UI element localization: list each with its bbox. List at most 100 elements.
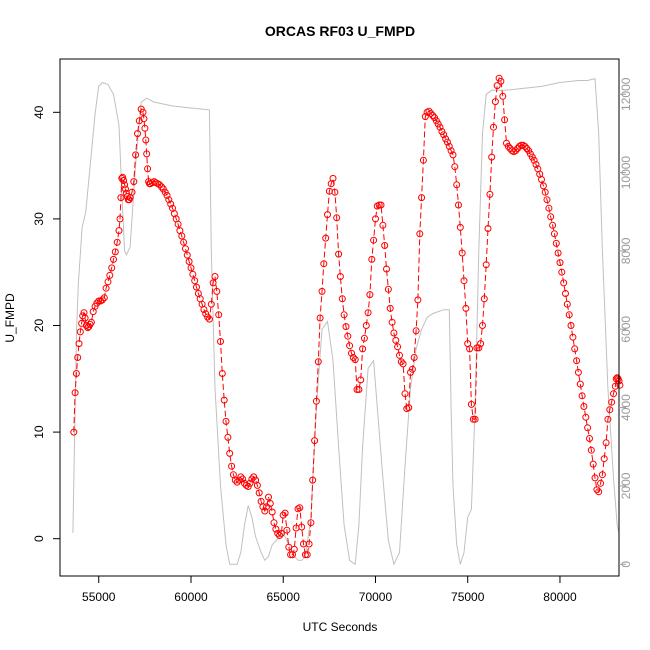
data-point [139,108,147,116]
data-point [480,295,488,303]
data-point [427,109,435,117]
x-tick-label: 55000 [82,590,116,604]
data-point [296,504,304,512]
data-point [582,413,590,421]
data-point [455,201,462,209]
data-point [377,201,385,209]
data-point [348,349,355,357]
data-point [95,297,103,305]
data-point [209,279,217,287]
data-point [211,273,219,280]
data-point [611,382,619,390]
data-point [281,509,289,517]
y-axis-left: 0 10 20 30 40 [32,105,60,542]
data-point [336,273,344,280]
data-point [554,249,562,257]
data-point [597,479,605,487]
data-point [220,396,228,404]
data-point [237,473,245,481]
data-point [453,181,461,189]
data-point [549,221,557,229]
data-point [246,479,254,487]
data-point [512,147,520,155]
data-point [491,98,499,106]
data-point [134,130,141,138]
data-point [128,188,136,196]
data-point [180,238,188,246]
data-point [121,181,129,189]
data-point [586,435,593,442]
data-point [329,174,337,182]
data-point [231,476,239,484]
data-point [552,239,560,247]
x-tick-label: 80000 [543,590,577,604]
data-point [140,115,148,123]
data-point [462,304,470,312]
data-point [595,488,603,496]
x-axis: 55000 60000 65000 70000 75000 80000 [82,576,577,604]
data-point [532,161,540,168]
data-point [71,389,79,397]
data-point [183,251,191,259]
data-point [445,142,453,150]
data-point [80,309,88,317]
data-point [565,311,573,319]
data-point [419,156,427,164]
y2-tick-label: 8000 [619,237,633,264]
secondary-series-line [72,77,620,566]
data-point [610,390,617,398]
data-point [501,116,509,124]
data-point [578,392,586,400]
data-point [497,77,505,85]
data-point [401,390,409,398]
data-point [130,178,138,186]
data-point [523,145,531,152]
data-point [193,283,200,291]
data-point [98,296,106,304]
data-point [429,112,437,119]
y-tick-label: 40 [32,105,46,119]
data-point [344,332,352,340]
data-point [408,365,416,373]
data-point [499,92,507,100]
data-point [283,526,291,534]
data-point [277,529,285,537]
data-point [539,182,547,190]
data-point [349,354,357,361]
data-point [560,279,568,287]
data-point [530,156,538,164]
data-point [558,268,566,276]
data-point [606,406,614,414]
data-point [591,474,599,482]
data-point [248,475,256,483]
data-point [87,318,95,326]
plot-frame [59,58,620,577]
data-point [425,107,433,115]
data-point [543,196,551,204]
data-point [142,136,150,144]
data-point [74,354,82,361]
data-point [307,519,315,527]
data-point [357,376,365,384]
data-point [414,296,422,304]
data-point [110,255,117,263]
data-point [346,342,354,350]
data-point [458,249,466,257]
data-point [397,358,405,366]
data-point [70,428,78,436]
data-point [368,255,376,263]
data-point [467,400,475,408]
data-point [443,138,451,146]
data-point [547,213,555,221]
data-point [538,176,545,183]
data-point [584,424,592,432]
data-point [576,380,584,388]
data-point [207,300,215,308]
data-point [111,248,119,256]
data-point [466,345,474,353]
data-point [185,258,193,265]
data-point [379,221,387,229]
data-point [604,415,612,423]
data-point [150,178,158,186]
y2-tick-label: 6000 [619,316,633,343]
